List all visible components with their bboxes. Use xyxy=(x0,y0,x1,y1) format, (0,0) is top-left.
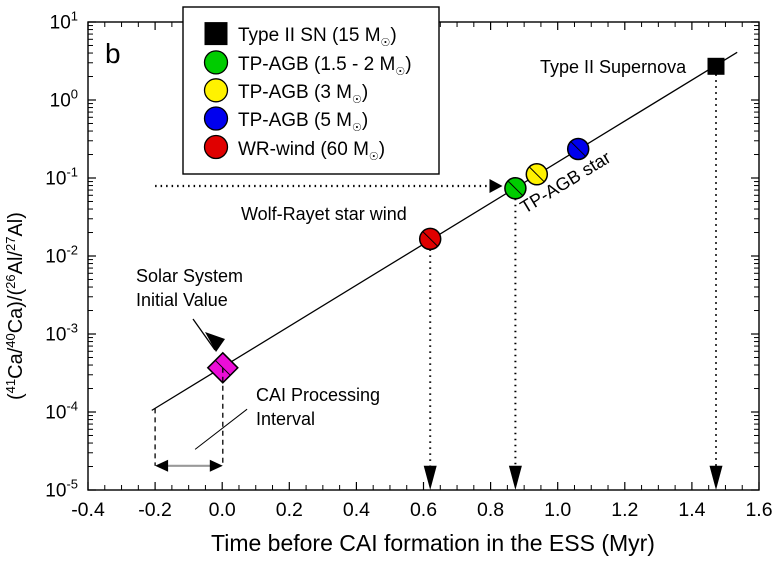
svg-text:Solar System: Solar System xyxy=(136,266,243,286)
svg-text:TP-AGB (3 M☉): TP-AGB (3 M☉) xyxy=(238,82,368,106)
svg-text:Wolf-Rayet star wind: Wolf-Rayet star wind xyxy=(241,204,407,224)
svg-text:Initial Value: Initial Value xyxy=(136,290,228,310)
svg-text:1.0: 1.0 xyxy=(544,499,571,521)
svg-text:1.2: 1.2 xyxy=(611,499,638,521)
svg-text:(41Ca/40Ca)/(26Al/27Al): (41Ca/40Ca)/(26Al/27Al) xyxy=(3,212,27,400)
svg-text:WR-wind (60 M☉): WR-wind (60 M☉) xyxy=(238,139,385,163)
svg-text:Time before CAI formation in t: Time before CAI formation in the ESS (My… xyxy=(211,530,655,556)
svg-text:100: 100 xyxy=(50,87,78,112)
svg-text:101: 101 xyxy=(50,9,78,34)
svg-text:TP-AGB (5 M☉): TP-AGB (5 M☉) xyxy=(238,110,368,134)
svg-text:1.4: 1.4 xyxy=(678,499,705,521)
svg-text:-0.4: -0.4 xyxy=(71,499,105,521)
svg-text:0.6: 0.6 xyxy=(410,499,437,521)
svg-text:10-5: 10-5 xyxy=(45,477,78,502)
svg-text:Type II SN (15 M☉): Type II SN (15 M☉) xyxy=(238,25,397,49)
svg-text:-0.2: -0.2 xyxy=(138,499,172,521)
svg-text:0.0: 0.0 xyxy=(209,499,236,521)
svg-text:10-1: 10-1 xyxy=(45,165,78,190)
svg-text:0.8: 0.8 xyxy=(477,499,504,521)
svg-text:Interval: Interval xyxy=(256,409,315,429)
svg-text:TP-AGB (1.5 - 2 M☉): TP-AGB (1.5 - 2 M☉) xyxy=(238,54,412,78)
svg-text:0.4: 0.4 xyxy=(343,499,370,521)
svg-text:b: b xyxy=(105,38,121,69)
svg-text:1.6: 1.6 xyxy=(745,499,772,521)
svg-text:10-4: 10-4 xyxy=(45,399,78,424)
svg-text:Type II Supernova: Type II Supernova xyxy=(540,57,687,77)
svg-text:10-2: 10-2 xyxy=(45,243,78,268)
svg-text:0.2: 0.2 xyxy=(276,499,303,521)
svg-text:10-3: 10-3 xyxy=(45,321,78,346)
svg-text:CAI Processing: CAI Processing xyxy=(256,385,380,405)
